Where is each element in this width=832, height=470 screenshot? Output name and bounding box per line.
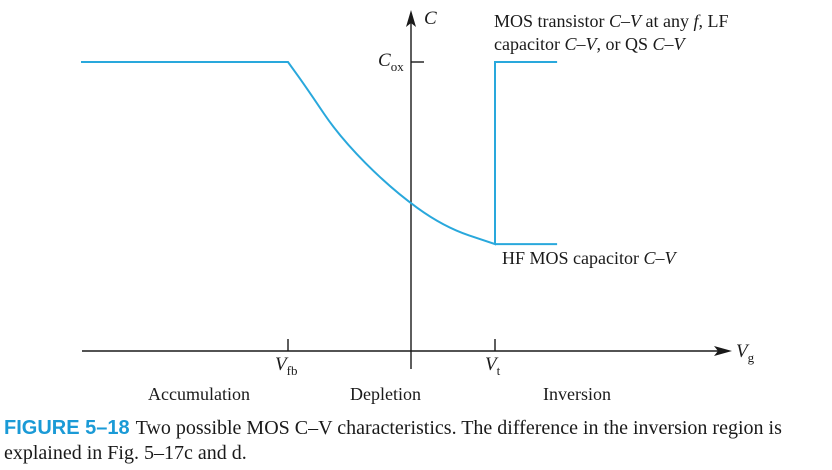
vt-tick-label: Vt [485, 354, 501, 378]
vfb-tick-label: Vfb [275, 354, 297, 378]
cox-tick-label: Cox [378, 50, 404, 74]
y-axis-label: C [424, 8, 437, 29]
series-label-lf-line-2: capacitor C–V, or QS C–V [494, 34, 686, 54]
x-axis-arrow [714, 346, 732, 356]
curves [81, 61, 558, 246]
region-accumulation: Accumulation [148, 384, 250, 404]
series-label-lf-line-1: MOS transistor C–V at any f, LF [494, 11, 729, 31]
region-inversion: Inversion [543, 384, 611, 404]
figure-caption: FIGURE 5–18 Two possible MOS C–V characte… [4, 416, 828, 466]
series-label-hf: HF MOS capacitor C–V [502, 248, 677, 268]
x-axis-label: Vg [736, 341, 755, 365]
figure-label: FIGURE 5–18 [4, 417, 130, 439]
cv-diagram: C Vg Cox Vfb Vt Accumulation Depletion I… [81, 8, 755, 404]
y-axis-arrow [406, 10, 416, 27]
region-depletion: Depletion [350, 384, 421, 404]
series-label-lf: MOS transistor C–V at any f, LF capacito… [494, 11, 733, 54]
series-label-hf-line-1: HF MOS capacitor C–V [502, 248, 677, 268]
lf-cv-curve [81, 61, 558, 246]
caption-text: Two possible MOS C–V characteristics. Th… [4, 417, 782, 464]
